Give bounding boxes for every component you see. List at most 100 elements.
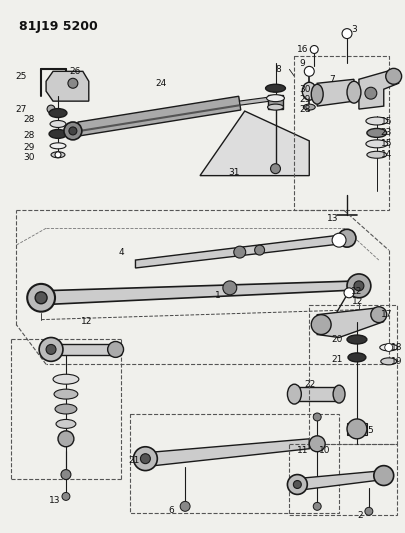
Text: 19: 19 bbox=[390, 357, 401, 366]
Text: 27: 27 bbox=[15, 104, 27, 114]
Circle shape bbox=[55, 152, 61, 158]
Text: 12: 12 bbox=[81, 317, 92, 326]
Circle shape bbox=[61, 470, 71, 480]
Text: 4: 4 bbox=[118, 248, 124, 256]
Ellipse shape bbox=[50, 143, 66, 149]
Ellipse shape bbox=[56, 419, 76, 429]
Text: 9: 9 bbox=[298, 59, 304, 68]
Circle shape bbox=[331, 233, 345, 247]
Circle shape bbox=[309, 436, 324, 452]
Text: 6: 6 bbox=[168, 506, 174, 515]
Circle shape bbox=[309, 45, 318, 53]
Circle shape bbox=[254, 245, 264, 255]
Circle shape bbox=[62, 492, 70, 500]
Circle shape bbox=[373, 466, 393, 486]
Polygon shape bbox=[346, 423, 366, 435]
Ellipse shape bbox=[346, 335, 366, 344]
Ellipse shape bbox=[267, 104, 283, 110]
Circle shape bbox=[313, 413, 320, 421]
Circle shape bbox=[58, 431, 74, 447]
Ellipse shape bbox=[302, 82, 315, 100]
Circle shape bbox=[343, 288, 353, 298]
Bar bbox=[267, 95, 283, 109]
Text: 15: 15 bbox=[380, 139, 391, 148]
Polygon shape bbox=[294, 387, 338, 401]
Text: 13: 13 bbox=[49, 496, 60, 505]
Text: 12: 12 bbox=[350, 287, 362, 296]
Text: 14: 14 bbox=[380, 150, 391, 159]
Text: 3: 3 bbox=[350, 25, 356, 34]
Circle shape bbox=[304, 67, 313, 76]
Text: 17: 17 bbox=[380, 310, 391, 319]
Circle shape bbox=[364, 507, 372, 515]
Text: 24: 24 bbox=[155, 79, 166, 88]
Ellipse shape bbox=[55, 404, 77, 414]
Circle shape bbox=[180, 502, 190, 511]
Ellipse shape bbox=[365, 140, 387, 148]
Ellipse shape bbox=[49, 130, 67, 139]
Text: 22: 22 bbox=[304, 379, 315, 389]
Ellipse shape bbox=[346, 81, 360, 103]
Text: 26: 26 bbox=[69, 67, 80, 76]
Circle shape bbox=[287, 474, 307, 495]
Circle shape bbox=[313, 503, 320, 510]
Text: 28: 28 bbox=[23, 132, 34, 140]
Circle shape bbox=[370, 306, 386, 322]
Text: 10: 10 bbox=[318, 446, 330, 455]
Ellipse shape bbox=[303, 104, 314, 110]
Text: 81J19 5200: 81J19 5200 bbox=[19, 20, 98, 33]
Text: 12: 12 bbox=[351, 297, 362, 306]
Circle shape bbox=[68, 78, 78, 88]
Circle shape bbox=[140, 454, 150, 464]
Circle shape bbox=[47, 105, 55, 113]
Text: 21: 21 bbox=[128, 456, 140, 465]
Ellipse shape bbox=[53, 374, 79, 384]
Polygon shape bbox=[316, 79, 353, 106]
Polygon shape bbox=[46, 71, 89, 101]
Ellipse shape bbox=[54, 389, 78, 399]
Circle shape bbox=[133, 447, 157, 471]
Polygon shape bbox=[51, 344, 120, 356]
Ellipse shape bbox=[265, 84, 285, 92]
Text: 8: 8 bbox=[275, 65, 281, 74]
Text: 7: 7 bbox=[328, 75, 334, 84]
Ellipse shape bbox=[49, 109, 67, 117]
Circle shape bbox=[39, 337, 63, 361]
Text: 15: 15 bbox=[380, 117, 391, 125]
Circle shape bbox=[346, 419, 366, 439]
Bar bbox=[130, 414, 338, 513]
Ellipse shape bbox=[311, 84, 322, 104]
Circle shape bbox=[341, 29, 351, 38]
Text: 1: 1 bbox=[214, 292, 220, 300]
Circle shape bbox=[385, 68, 401, 84]
Polygon shape bbox=[358, 69, 398, 109]
Circle shape bbox=[293, 481, 301, 488]
Ellipse shape bbox=[379, 344, 396, 351]
Ellipse shape bbox=[380, 358, 396, 365]
Circle shape bbox=[233, 246, 245, 258]
Text: 21: 21 bbox=[330, 355, 342, 364]
Text: 30: 30 bbox=[298, 85, 310, 94]
Text: 28: 28 bbox=[23, 115, 34, 124]
Circle shape bbox=[384, 343, 392, 351]
Polygon shape bbox=[78, 96, 240, 136]
Text: 20: 20 bbox=[330, 335, 342, 344]
Polygon shape bbox=[296, 471, 383, 490]
Ellipse shape bbox=[366, 151, 386, 158]
Circle shape bbox=[311, 314, 330, 335]
Text: 30: 30 bbox=[23, 154, 35, 162]
Ellipse shape bbox=[266, 95, 284, 102]
Text: 31: 31 bbox=[227, 168, 239, 177]
Circle shape bbox=[346, 274, 370, 298]
Circle shape bbox=[46, 344, 56, 354]
Text: 29: 29 bbox=[23, 143, 34, 152]
Text: 18: 18 bbox=[390, 343, 401, 352]
Polygon shape bbox=[145, 439, 309, 466]
Text: 2: 2 bbox=[356, 511, 362, 520]
Bar bbox=[294, 56, 388, 211]
Circle shape bbox=[364, 87, 376, 99]
Ellipse shape bbox=[51, 152, 65, 158]
Polygon shape bbox=[135, 234, 346, 268]
Circle shape bbox=[69, 127, 77, 135]
Text: 5: 5 bbox=[366, 426, 372, 435]
